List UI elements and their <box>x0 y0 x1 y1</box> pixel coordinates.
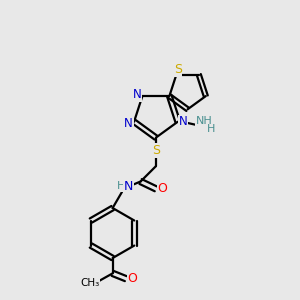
Text: S: S <box>174 63 182 76</box>
Text: S: S <box>152 144 160 157</box>
Text: N: N <box>133 88 142 101</box>
Text: N: N <box>124 117 133 130</box>
Text: H: H <box>117 181 126 191</box>
Text: CH₃: CH₃ <box>80 278 99 288</box>
Text: O: O <box>128 272 137 285</box>
Text: NH: NH <box>196 116 213 126</box>
Text: O: O <box>158 182 167 195</box>
Text: N: N <box>179 115 188 128</box>
Text: H: H <box>207 124 215 134</box>
Text: N: N <box>124 180 133 193</box>
